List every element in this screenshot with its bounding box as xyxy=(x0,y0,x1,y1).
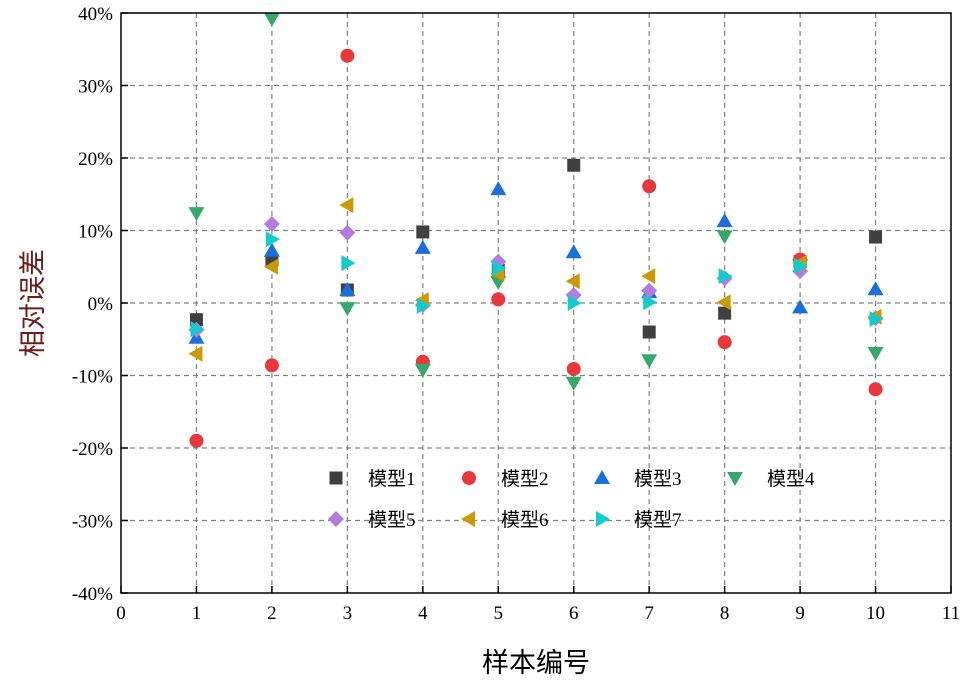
x-tick-label: 3 xyxy=(343,603,353,624)
x-tick-label: 2 xyxy=(267,603,277,624)
series-6 xyxy=(188,197,882,362)
data-point xyxy=(263,215,280,232)
series-2 xyxy=(189,48,883,448)
data-points xyxy=(188,12,884,448)
legend-label: 模型4 xyxy=(767,468,815,490)
legend-marker xyxy=(328,511,344,527)
legend-marker xyxy=(594,470,610,484)
y-tick-label: 0% xyxy=(88,294,114,315)
data-point xyxy=(264,358,279,373)
data-point xyxy=(265,231,280,248)
data-point xyxy=(263,242,280,257)
data-point xyxy=(869,230,883,244)
data-point xyxy=(263,12,280,27)
data-point xyxy=(416,297,431,314)
series-1 xyxy=(189,158,883,339)
data-point xyxy=(340,48,355,63)
legend-marker xyxy=(596,511,610,527)
data-point xyxy=(263,258,278,275)
data-point xyxy=(792,299,809,314)
series-3 xyxy=(188,181,884,344)
grid xyxy=(121,13,951,593)
data-point xyxy=(492,260,507,277)
legend-label: 模型2 xyxy=(501,468,549,490)
legend-label: 模型1 xyxy=(368,468,416,490)
data-point xyxy=(642,179,657,194)
legend-marker xyxy=(727,472,743,486)
ticks: 0 1 2 3 4 5 6 7 8 9 10 11 -40% -30% -20% -10% 0% 10% 20% 30… xyxy=(72,4,960,624)
data-point xyxy=(190,321,205,338)
y-tick-label: -30% xyxy=(72,512,113,533)
data-point xyxy=(567,158,581,172)
data-point xyxy=(716,213,733,228)
data-point xyxy=(188,207,205,222)
data-point xyxy=(867,347,884,362)
data-point xyxy=(339,281,356,296)
data-point xyxy=(641,354,658,369)
data-point xyxy=(566,361,581,376)
legend-marker xyxy=(462,471,476,485)
plot-frame xyxy=(120,12,952,594)
y-tick-label: 30% xyxy=(78,77,113,98)
x-tick-label: 5 xyxy=(494,603,504,624)
series-7 xyxy=(190,231,884,338)
legend-label: 模型5 xyxy=(368,509,416,531)
y-tick-label: -10% xyxy=(72,367,113,388)
legend-label: 模型3 xyxy=(634,468,682,490)
series-5 xyxy=(188,215,884,338)
data-point xyxy=(641,268,656,285)
data-point xyxy=(794,258,809,275)
data-point xyxy=(716,294,731,311)
data-point xyxy=(868,382,883,397)
x-tick-label: 6 xyxy=(569,603,579,624)
data-point xyxy=(490,181,507,196)
data-point xyxy=(717,335,732,350)
x-tick-label: 9 xyxy=(795,603,805,624)
y-tick-label: 20% xyxy=(78,149,113,170)
data-point xyxy=(189,433,204,448)
y-tick-label: -40% xyxy=(72,584,113,605)
data-point xyxy=(565,244,582,259)
data-point xyxy=(643,294,658,311)
x-tick-label: 8 xyxy=(720,603,730,624)
data-point xyxy=(414,239,431,254)
data-point xyxy=(188,345,203,362)
data-point xyxy=(339,302,356,317)
legend-label: 模型7 xyxy=(634,509,682,531)
data-point xyxy=(642,325,656,339)
y-axis-label: 相对误差 xyxy=(18,249,48,357)
x-tick-label: 1 xyxy=(192,603,202,624)
legend-label: 模型6 xyxy=(501,509,549,531)
y-tick-label: 10% xyxy=(78,222,113,243)
legend-marker xyxy=(329,471,343,485)
data-point xyxy=(565,376,582,391)
data-point xyxy=(641,282,658,299)
data-point xyxy=(341,255,356,272)
data-point xyxy=(339,224,356,241)
x-tick-label: 10 xyxy=(866,603,885,624)
data-point xyxy=(414,363,431,378)
data-point xyxy=(565,273,580,290)
x-tick-label: 0 xyxy=(116,603,126,624)
data-point xyxy=(716,230,733,245)
data-point xyxy=(339,197,354,214)
x-axis-label: 样本编号 xyxy=(482,648,590,678)
legend: 模型1 模型2 模型3 模型4 模型5 模型6 模型7 xyxy=(328,468,815,531)
y-tick-label: 40% xyxy=(78,4,113,25)
x-tick-label: 4 xyxy=(418,603,428,624)
x-tick-label: 11 xyxy=(942,603,960,624)
legend-marker xyxy=(461,511,475,527)
y-tick-label: -20% xyxy=(72,439,113,460)
data-point xyxy=(567,295,582,311)
data-point xyxy=(718,268,733,285)
data-point xyxy=(869,310,884,327)
data-point xyxy=(416,225,430,239)
data-point xyxy=(491,292,506,307)
x-tick-label: 7 xyxy=(644,603,654,624)
data-point xyxy=(867,281,884,296)
series-4 xyxy=(188,12,884,391)
data-point xyxy=(718,306,732,320)
